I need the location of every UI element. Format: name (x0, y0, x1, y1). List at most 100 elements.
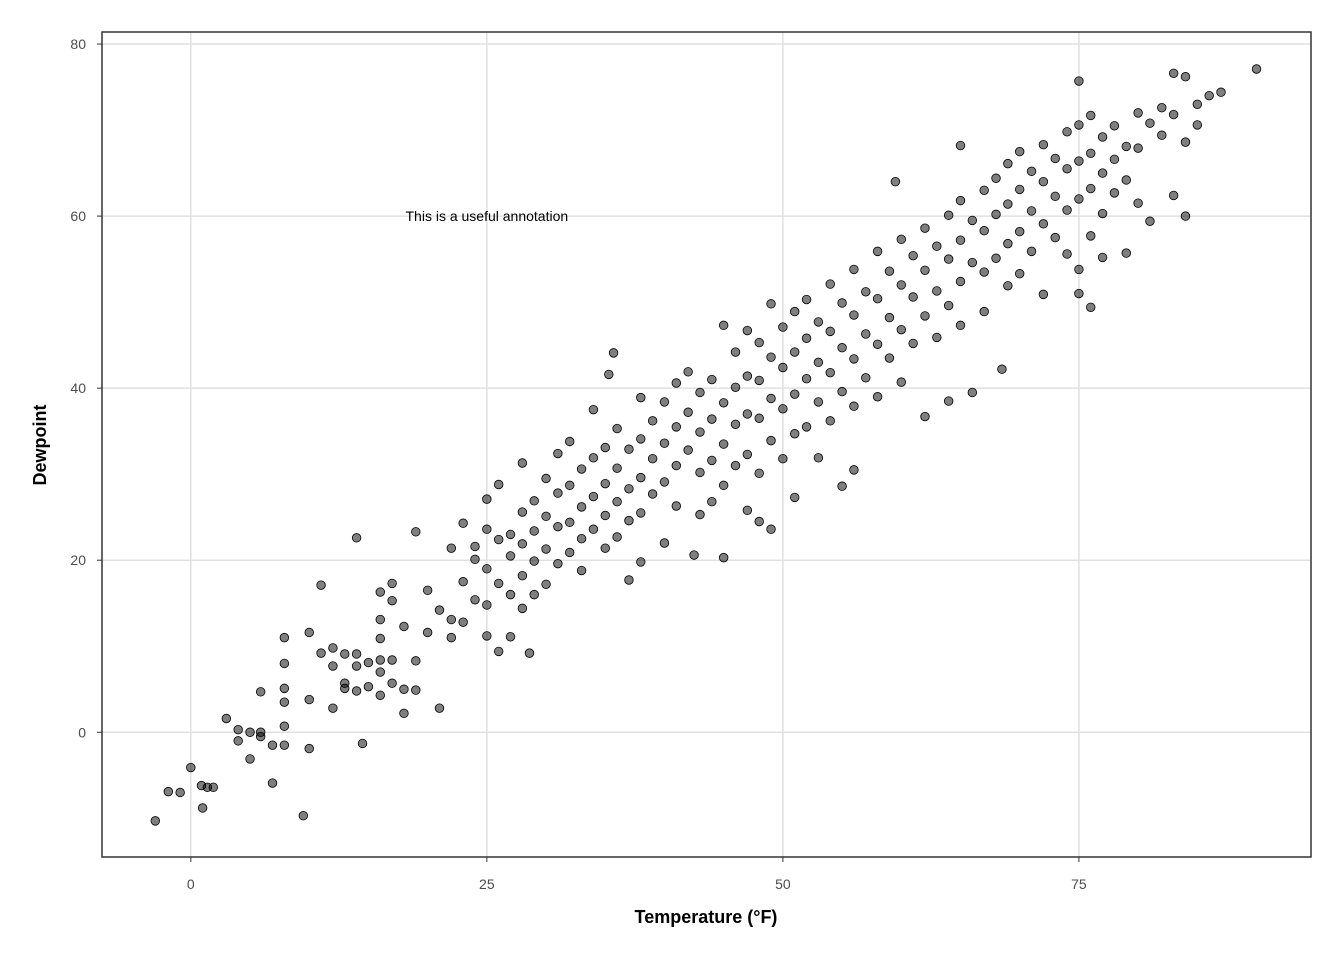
data-point (718, 398, 729, 408)
data-point (446, 614, 457, 625)
data-point (1180, 137, 1191, 147)
data-point (279, 740, 290, 750)
data-point (1192, 120, 1203, 130)
data-point (790, 306, 800, 317)
data-point (233, 736, 243, 746)
data-point (1050, 232, 1060, 243)
data-point (1145, 216, 1155, 226)
data-point (529, 496, 539, 506)
data-point (849, 465, 859, 475)
data-point (175, 787, 185, 798)
data-point (279, 697, 290, 707)
data-point (1168, 68, 1179, 78)
data-point (328, 661, 338, 671)
annotation: This is a useful annotation (406, 208, 569, 224)
data-point (1109, 121, 1120, 131)
data-point (505, 632, 516, 642)
data-point (754, 375, 764, 386)
data-point (482, 631, 492, 641)
data-point (766, 352, 776, 362)
data-point (671, 501, 682, 511)
data-point (1204, 90, 1214, 101)
data-point (434, 703, 445, 713)
data-point (279, 658, 290, 669)
data-point (1026, 246, 1037, 257)
data-point (1109, 154, 1120, 165)
data-point (458, 577, 468, 587)
data-point (1086, 148, 1096, 158)
data-point (778, 322, 788, 332)
data-point (387, 678, 397, 688)
data-point (565, 436, 575, 447)
data-point (387, 655, 397, 665)
data-point (861, 329, 871, 339)
data-point (979, 306, 989, 317)
data-point (801, 373, 812, 384)
data-point (790, 347, 800, 357)
data-point (718, 320, 729, 331)
data-point (979, 267, 989, 277)
data-point (872, 293, 883, 304)
data-point (718, 480, 729, 491)
data-point (801, 294, 812, 305)
data-point (279, 632, 290, 643)
data-point (541, 544, 551, 554)
y-tick-label: 80 (70, 36, 86, 52)
data-point (588, 404, 599, 415)
data-point (197, 803, 208, 813)
data-point (896, 234, 906, 245)
x-tick-label: 25 (479, 876, 495, 892)
y-tick-label: 20 (70, 552, 86, 568)
x-tick-label: 75 (1071, 876, 1087, 892)
data-point (493, 646, 504, 657)
data-point (351, 661, 362, 671)
data-point (872, 339, 883, 349)
data-point (434, 605, 445, 615)
data-point (636, 508, 646, 518)
data-point (707, 414, 717, 424)
data-point (1074, 288, 1084, 299)
data-point (1251, 64, 1262, 74)
data-point (1133, 143, 1143, 153)
data-point (707, 497, 717, 507)
data-point (470, 541, 480, 552)
data-point (267, 778, 278, 788)
data-point (801, 422, 812, 432)
data-point (849, 401, 859, 411)
data-point (707, 374, 717, 385)
data-point (1086, 183, 1096, 194)
data-point (612, 423, 622, 434)
data-point (683, 407, 693, 417)
data-point (517, 458, 528, 468)
data-point (884, 312, 895, 323)
data-point (604, 369, 614, 380)
data-point (1097, 132, 1108, 142)
data-point (363, 657, 374, 668)
data-point (470, 554, 480, 565)
data-point (1180, 72, 1191, 82)
data-point (813, 453, 824, 463)
data-point (411, 527, 421, 537)
data-point (896, 377, 906, 387)
data-point (754, 468, 764, 479)
data-point (505, 529, 516, 540)
data-point (375, 690, 385, 700)
data-point (399, 708, 409, 719)
data-point (517, 603, 528, 614)
data-point (1133, 108, 1143, 118)
data-point (742, 449, 753, 460)
data-point (482, 564, 492, 574)
data-point (541, 473, 551, 484)
data-point (1003, 281, 1013, 291)
data-point (778, 362, 788, 373)
data-point (541, 511, 551, 522)
data-point (689, 550, 699, 560)
data-point (884, 353, 895, 363)
data-point (636, 434, 646, 444)
data-point (896, 280, 906, 290)
data-point (553, 558, 563, 569)
data-point (1097, 168, 1108, 178)
data-point (1003, 238, 1013, 249)
data-point (1074, 156, 1084, 166)
data-point (600, 442, 610, 453)
